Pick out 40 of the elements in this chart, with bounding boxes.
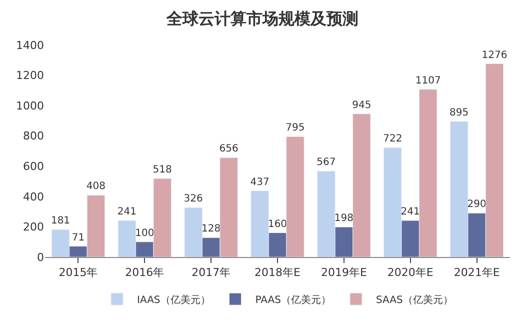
data-label: 160: [268, 218, 288, 230]
y-tick-label: 1400: [16, 38, 44, 52]
data-label: 290: [467, 199, 486, 210]
data-label: 241: [117, 206, 136, 218]
data-label: 895: [450, 107, 469, 118]
y-tick-label: 1000: [16, 99, 44, 112]
y-tick-label: 1200: [16, 69, 44, 82]
y-tick-label: 0: [37, 250, 44, 264]
data-label: 326: [184, 194, 203, 205]
legend-label: SAAS（亿美元）: [376, 294, 453, 306]
x-tick-label: 2018年E: [254, 266, 301, 280]
y-tick-label: 400: [23, 190, 44, 204]
y-tick-label: 200: [23, 220, 44, 234]
data-label: 722: [383, 134, 402, 145]
data-label: 241: [400, 206, 420, 218]
data-label: 795: [286, 122, 305, 134]
y-tick-label: 600: [23, 160, 44, 173]
data-label: 1276: [482, 50, 508, 61]
x-tick-label: 2020年E: [387, 266, 434, 280]
data-label: 128: [202, 224, 221, 235]
data-label: 71: [72, 232, 85, 244]
data-label: 100: [135, 228, 154, 239]
y-tick-label: 800: [23, 130, 44, 143]
data-label: 945: [352, 100, 372, 111]
x-tick-label: 2021年E: [454, 266, 500, 280]
x-tick-label: 2015年: [58, 266, 98, 280]
legend-label: IAAS（亿美元）: [137, 294, 210, 306]
chart-title: 全球云计算市场规模及预测: [166, 9, 358, 28]
data-label: 656: [219, 144, 238, 155]
data-label: 181: [50, 216, 70, 227]
data-label: 1107: [415, 75, 441, 86]
data-label: 408: [86, 181, 106, 192]
data-label: 567: [316, 157, 336, 168]
legend-label: PAAS（亿美元）: [255, 294, 331, 306]
x-tick-label: 2017年: [192, 266, 231, 280]
data-label: 437: [250, 176, 270, 188]
x-tick-label: 2019年E: [320, 266, 367, 280]
data-label: 518: [152, 164, 172, 176]
data-label: 198: [334, 213, 354, 224]
x-tick-label: 2016年: [125, 266, 164, 280]
